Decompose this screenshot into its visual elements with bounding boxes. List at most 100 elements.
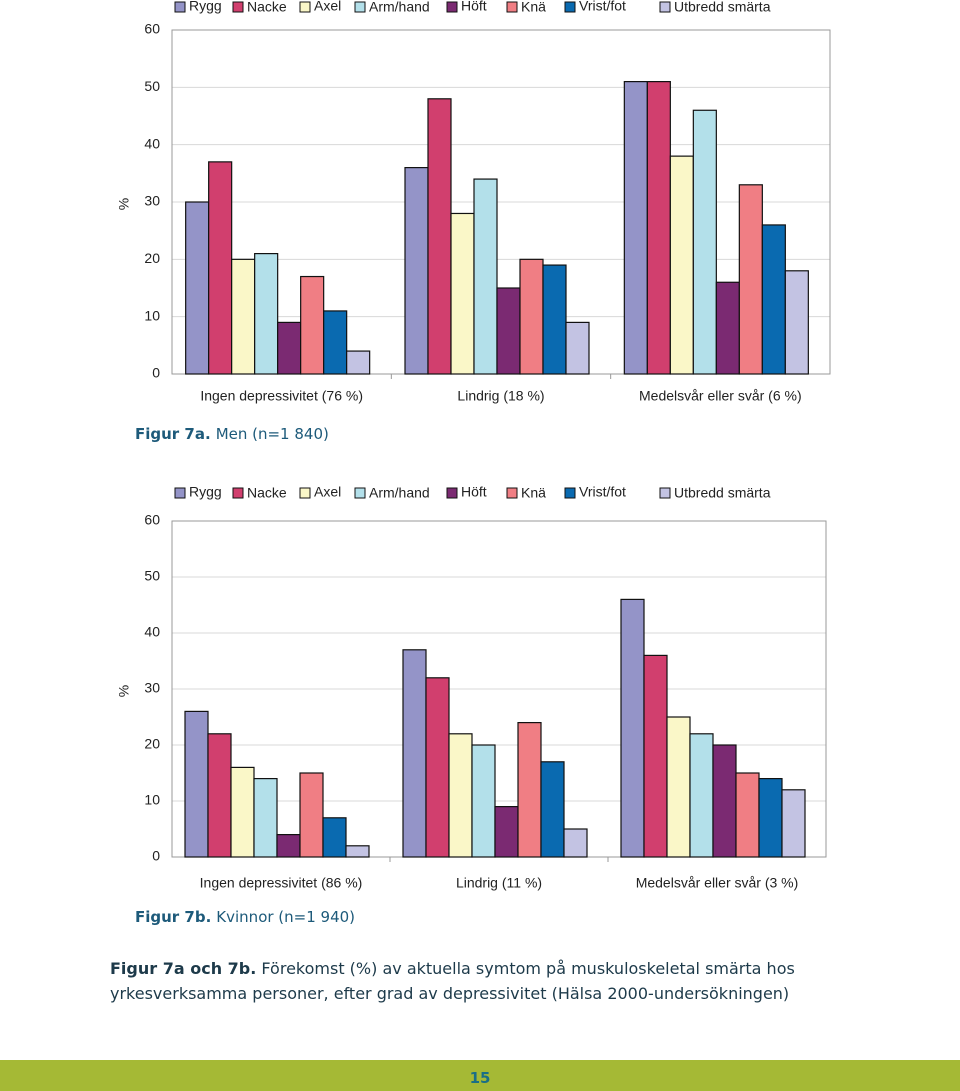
y-tick-label: 20 (144, 736, 160, 752)
bar (540, 761, 565, 858)
legend-label: Rygg (189, 484, 222, 500)
legend-label: Nacke (247, 0, 287, 15)
page-number: 15 (469, 1069, 491, 1087)
bar (231, 258, 256, 375)
bar (254, 253, 279, 375)
y-tick-label: 50 (144, 568, 160, 584)
bar (323, 310, 348, 375)
legend-swatch (446, 1, 458, 13)
bar (402, 649, 427, 858)
bar (542, 264, 567, 375)
legend-label: Knä (521, 485, 546, 501)
legend-swatch (564, 487, 576, 499)
x-tick-label: Ingen depressivitet (76 %) (200, 388, 363, 404)
figure-title: Figur 7a. Men (n=1 840) (135, 425, 329, 443)
x-tick-label: Ingen depressivitet (86 %) (200, 875, 363, 891)
bar (185, 201, 210, 375)
y-axis-label: % (116, 685, 132, 697)
bar (666, 716, 691, 858)
bar (784, 270, 809, 375)
footer-bar (0, 1060, 960, 1091)
bar (300, 275, 325, 375)
figure-label: Figur 7a. (135, 425, 211, 443)
bar (207, 733, 232, 858)
bar (715, 281, 740, 375)
bar (517, 721, 542, 858)
y-tick-label: 0 (152, 365, 160, 381)
legend-label: Arm/hand (369, 485, 430, 501)
x-tick-label: Medelsvår eller svår (3 %) (636, 875, 799, 891)
bar (692, 109, 717, 375)
bar (345, 845, 370, 858)
bar (450, 212, 475, 375)
bar (404, 167, 429, 375)
charts: 0 10 20 30 40 50 60% Ingen depressivitet (76 %)… (116, 0, 831, 926)
legend-label: Utbredd smärta (674, 485, 771, 501)
legend-swatch (299, 487, 311, 499)
legend-label: Utbredd smärta (674, 0, 771, 15)
legend-swatch (354, 1, 366, 13)
y-axis-label: % (116, 198, 132, 210)
bar (735, 772, 760, 858)
bar (427, 98, 452, 375)
bar (519, 258, 544, 375)
legend-swatch (354, 487, 366, 499)
caption-label: Figur 7a och 7b. (110, 959, 257, 978)
bar (565, 321, 590, 375)
bar (277, 321, 302, 375)
caption: Figur 7a och 7b. Förekomst (%) av aktuel… (110, 956, 810, 1006)
y-tick-label: 30 (144, 193, 160, 209)
x-tick-label: Lindrig (11 %) (456, 875, 542, 891)
bar (646, 80, 671, 375)
bar (496, 287, 521, 375)
y-tick-label: 60 (144, 512, 160, 528)
y-tick-label: 50 (144, 78, 160, 94)
bar (620, 598, 645, 858)
bar (758, 777, 783, 858)
legend-label: Vrist/fot (579, 0, 626, 14)
bar (712, 744, 737, 858)
legend-swatch (659, 1, 671, 13)
figure-title-text: Kvinnor (n=1 940) (216, 908, 355, 926)
legend-label: Höft (461, 484, 487, 500)
legend-label: Axel (314, 484, 341, 500)
bar (689, 733, 714, 858)
y-tick-label: 30 (144, 680, 160, 696)
legend-swatch (506, 487, 518, 499)
y-tick-label: 10 (144, 307, 160, 323)
bar (643, 654, 668, 858)
bar (471, 744, 496, 858)
bar (230, 766, 255, 858)
bar (623, 80, 648, 375)
bar (563, 828, 588, 858)
legend-swatch (232, 487, 244, 499)
figure-title-text: Men (n=1 840) (216, 425, 329, 443)
y-tick-label: 40 (144, 135, 160, 151)
legend-swatch (659, 487, 671, 499)
legend-swatch (299, 1, 311, 13)
legend-label: Rygg (189, 0, 222, 14)
caption-text: Förekomst (%) av aktuella symtom på musk… (110, 959, 795, 1003)
bar (473, 178, 498, 375)
bar (299, 772, 324, 858)
y-tick-label: 20 (144, 250, 160, 266)
legend-swatch (446, 487, 458, 499)
figure-title: Figur 7b. Kvinnor (n=1 940) (135, 908, 355, 926)
y-tick-label: 0 (152, 848, 160, 864)
y-tick-label: 10 (144, 792, 160, 808)
legend-swatch (506, 1, 518, 13)
bar (761, 224, 786, 375)
bar (781, 789, 806, 858)
figure-label: Figur 7b. (135, 908, 211, 926)
bar (738, 184, 763, 375)
legend-label: Nacke (247, 485, 287, 501)
bar (184, 710, 209, 858)
bar (322, 817, 347, 858)
bar (425, 677, 450, 858)
x-tick-label: Lindrig (18 %) (457, 388, 544, 404)
bar (346, 350, 371, 375)
x-tick-label: Medelsvår eller svår (6 %) (639, 388, 802, 404)
bar (208, 161, 233, 375)
legend-label: Arm/hand (369, 0, 430, 15)
